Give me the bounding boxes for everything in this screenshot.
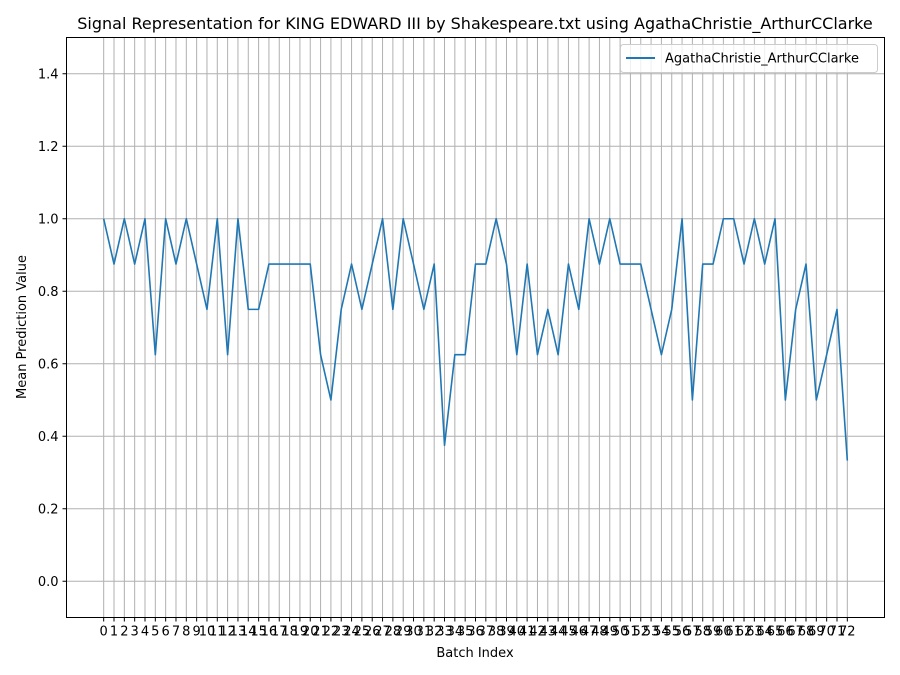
legend: AgathaChristie_ArthurCClarke bbox=[620, 44, 878, 73]
x-tick-label: 54 bbox=[653, 625, 670, 640]
x-tick-label: 52 bbox=[632, 625, 649, 640]
legend-label: AgathaChristie_ArthurCClarke bbox=[665, 52, 859, 67]
series-lines bbox=[102, 217, 849, 461]
x-tick-label: 44 bbox=[550, 625, 567, 640]
x-tick-label: 0 bbox=[100, 625, 108, 640]
x-tick-label: 49 bbox=[601, 625, 618, 640]
x-tick-label: 53 bbox=[643, 625, 660, 640]
x-tick-label: 63 bbox=[746, 625, 763, 640]
x-tick-label: 24 bbox=[343, 625, 360, 640]
x-tick-label: 47 bbox=[581, 625, 598, 640]
x-tick-label: 59 bbox=[705, 625, 722, 640]
x-tick-label: 29 bbox=[395, 625, 412, 640]
y-axis-ticks: 0.0 0.2 0.4 0.6 0.8 1.0 1.2 1.4 bbox=[38, 67, 67, 590]
x-tick-label: 34 bbox=[447, 625, 464, 640]
x-tick-label: 70 bbox=[818, 625, 835, 640]
x-tick-label: 5 bbox=[151, 625, 159, 640]
y-tick-label: 0.0 bbox=[38, 575, 59, 590]
x-tick-label: 9 bbox=[192, 625, 200, 640]
y-tick-label: 0.2 bbox=[38, 502, 59, 517]
x-tick-label: 60 bbox=[715, 625, 732, 640]
x-tick-label: 38 bbox=[488, 625, 505, 640]
x-tick-label: 21 bbox=[312, 625, 329, 640]
y-axis-label: Mean Prediction Value bbox=[15, 255, 30, 399]
x-tick-label: 39 bbox=[498, 625, 515, 640]
chart-title: Signal Representation for KING EDWARD II… bbox=[77, 14, 872, 34]
x-tick-label: 14 bbox=[240, 625, 257, 640]
x-tick-label: 55 bbox=[663, 625, 680, 640]
x-tick-label: 1 bbox=[110, 625, 118, 640]
x-tick-label: 50 bbox=[612, 625, 629, 640]
x-axis-label: Batch Index bbox=[436, 646, 514, 661]
x-tick-label: 62 bbox=[736, 625, 753, 640]
x-tick-label: 20 bbox=[302, 625, 319, 640]
x-tick-label: 31 bbox=[416, 625, 433, 640]
y-tick-label: 1.0 bbox=[38, 212, 59, 227]
y-tick-label: 1.2 bbox=[38, 140, 59, 155]
x-tick-label: 26 bbox=[364, 625, 381, 640]
x-tick-label: 11 bbox=[209, 625, 226, 640]
x-axis-ticks: 0 1 2 3 4 5 6 7 8 9101112131415161718192021222324… bbox=[100, 617, 856, 640]
x-tick-label: 65 bbox=[767, 625, 784, 640]
grid-lines bbox=[66, 37, 885, 618]
x-tick-label: 64 bbox=[756, 625, 773, 640]
x-tick-label: 17 bbox=[271, 625, 288, 640]
x-tick-label: 48 bbox=[591, 625, 608, 640]
y-tick-label: 0.4 bbox=[38, 430, 59, 445]
y-tick-label: 0.6 bbox=[38, 357, 59, 372]
x-tick-label: 12 bbox=[219, 625, 236, 640]
x-tick-label: 36 bbox=[467, 625, 484, 640]
x-tick-label: 67 bbox=[787, 625, 804, 640]
x-tick-label: 68 bbox=[798, 625, 815, 640]
y-tick-label: 0.8 bbox=[38, 285, 59, 300]
x-tick-label: 16 bbox=[261, 625, 278, 640]
x-tick-label: 35 bbox=[457, 625, 474, 640]
x-tick-label: 32 bbox=[426, 625, 443, 640]
x-tick-label: 13 bbox=[230, 625, 247, 640]
x-tick-label: 27 bbox=[374, 625, 391, 640]
x-tick-label: 22 bbox=[323, 625, 340, 640]
x-tick-label: 46 bbox=[571, 625, 588, 640]
x-tick-label: 66 bbox=[777, 625, 794, 640]
x-tick-label: 8 bbox=[182, 625, 190, 640]
x-tick-label: 15 bbox=[250, 625, 267, 640]
x-tick-label: 57 bbox=[684, 625, 701, 640]
x-tick-label: 33 bbox=[436, 625, 453, 640]
x-tick-label: 2 bbox=[120, 625, 128, 640]
x-tick-label: 19 bbox=[292, 625, 309, 640]
x-tick-label: 30 bbox=[405, 625, 422, 640]
x-tick-label: 23 bbox=[333, 625, 350, 640]
x-tick-label: 25 bbox=[354, 625, 371, 640]
x-tick-label: 10 bbox=[199, 625, 216, 640]
x-tick-label: 37 bbox=[478, 625, 495, 640]
x-tick-label: 4 bbox=[141, 625, 149, 640]
x-tick-label: 51 bbox=[622, 625, 639, 640]
x-tick-label: 7 bbox=[172, 625, 180, 640]
x-tick-label: 43 bbox=[540, 625, 557, 640]
legend-box bbox=[620, 44, 878, 73]
x-tick-label: 41 bbox=[519, 625, 536, 640]
x-tick-label: 58 bbox=[694, 625, 711, 640]
x-tick-label: 69 bbox=[808, 625, 825, 640]
x-tick-label: 40 bbox=[509, 625, 526, 640]
x-tick-label: 42 bbox=[529, 625, 546, 640]
x-tick-label: 45 bbox=[560, 625, 577, 640]
x-tick-label: 3 bbox=[131, 625, 139, 640]
x-tick-label: 18 bbox=[281, 625, 298, 640]
x-tick-label: 56 bbox=[674, 625, 691, 640]
x-tick-label: 71 bbox=[829, 625, 846, 640]
y-tick-label: 1.4 bbox=[38, 67, 59, 82]
x-tick-label: 6 bbox=[162, 625, 170, 640]
series-line-agathachristie-arthurcclarke bbox=[102, 217, 849, 461]
x-tick-label: 72 bbox=[839, 625, 856, 640]
x-tick-label: 28 bbox=[385, 625, 402, 640]
x-tick-label: 61 bbox=[725, 625, 742, 640]
